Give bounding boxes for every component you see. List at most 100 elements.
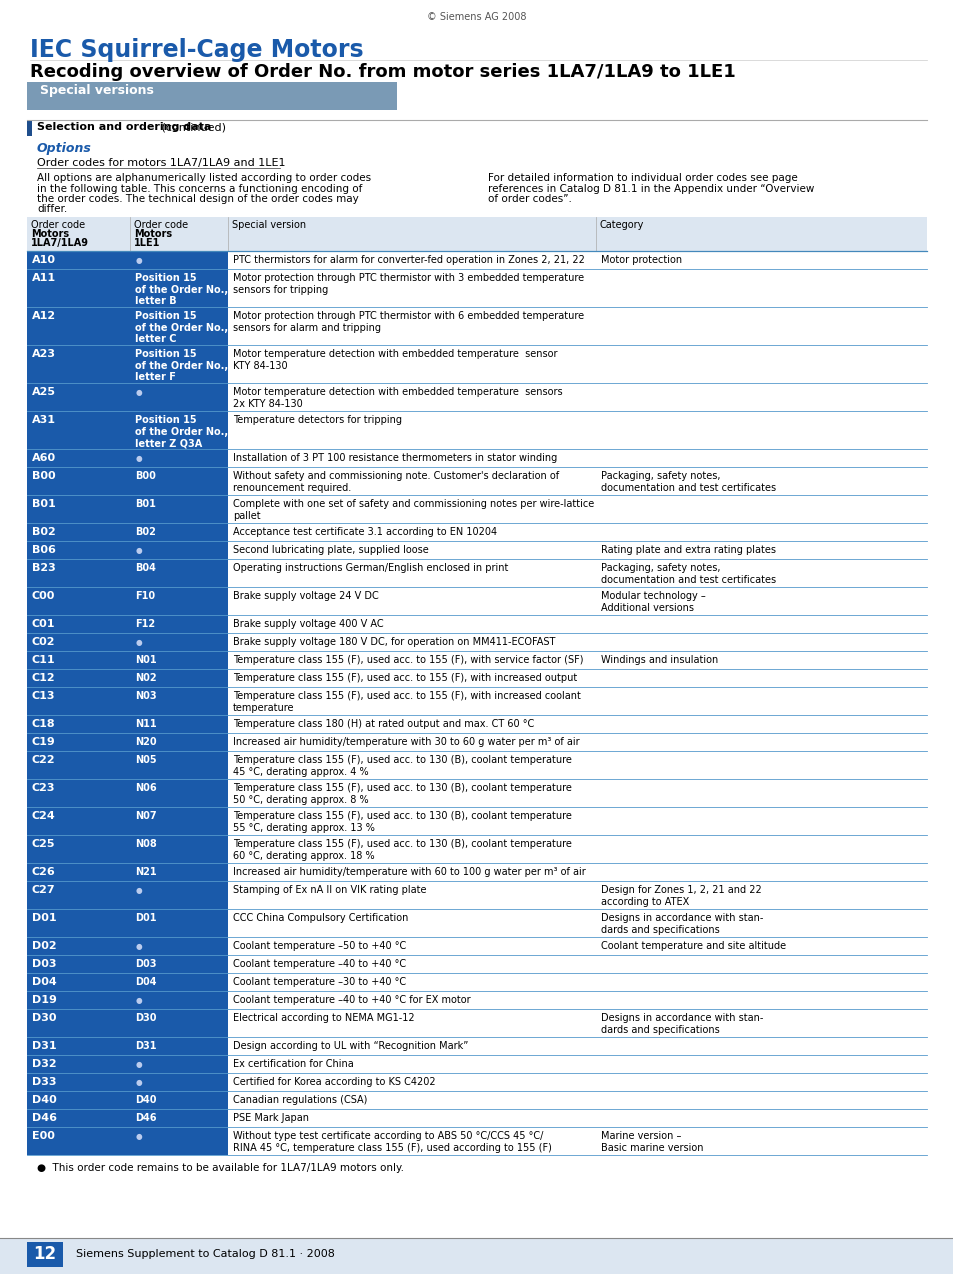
Text: D31: D31 bbox=[135, 1041, 156, 1051]
Bar bbox=[27, 448, 228, 468]
Text: Position 15
of the Order No.,
letter B: Position 15 of the Order No., letter B bbox=[135, 273, 228, 306]
Text: C18: C18 bbox=[32, 719, 55, 729]
Bar bbox=[27, 806, 228, 834]
Text: 1LE1: 1LE1 bbox=[133, 238, 160, 248]
Text: C27: C27 bbox=[32, 885, 55, 896]
Text: Increased air humidity/temperature with 60 to 100 g water per m³ of air: Increased air humidity/temperature with … bbox=[233, 868, 585, 877]
Text: Stamping of Ex nA II on VIK rating plate: Stamping of Ex nA II on VIK rating plate bbox=[233, 885, 426, 896]
Text: Coolant temperature –50 to +40 °C: Coolant temperature –50 to +40 °C bbox=[233, 941, 406, 950]
Text: Coolant temperature –30 to +40 °C: Coolant temperature –30 to +40 °C bbox=[233, 977, 406, 987]
Text: N11: N11 bbox=[135, 719, 156, 729]
Text: Windings and insulation: Windings and insulation bbox=[600, 655, 718, 665]
Text: Ex certification for China: Ex certification for China bbox=[233, 1059, 354, 1069]
Bar bbox=[27, 1009, 228, 1037]
Bar bbox=[27, 559, 228, 587]
Bar bbox=[27, 1073, 228, 1091]
Text: D32: D32 bbox=[32, 1059, 56, 1069]
Text: C23: C23 bbox=[32, 784, 55, 792]
Text: Design for Zones 1, 2, 21 and 22
according to ATEX: Design for Zones 1, 2, 21 and 22 accordi… bbox=[600, 885, 760, 907]
Text: B06: B06 bbox=[32, 545, 56, 555]
Text: of order codes”.: of order codes”. bbox=[488, 194, 571, 204]
Text: ●: ● bbox=[136, 638, 143, 647]
Bar bbox=[27, 973, 228, 991]
Text: ●: ● bbox=[136, 256, 143, 265]
Text: For detailed information to individual order codes see page: For detailed information to individual o… bbox=[488, 173, 797, 183]
Text: IEC Squirrel-Cage Motors: IEC Squirrel-Cage Motors bbox=[30, 38, 363, 62]
Text: Designs in accordance with stan-
dards and specifications: Designs in accordance with stan- dards a… bbox=[600, 1013, 762, 1034]
Text: N21: N21 bbox=[135, 868, 156, 877]
Bar bbox=[27, 82, 396, 110]
Text: Brake supply voltage 180 V DC, for operation on MM411-ECOFAST: Brake supply voltage 180 V DC, for opera… bbox=[233, 637, 555, 647]
Bar bbox=[27, 251, 228, 269]
Text: N08: N08 bbox=[135, 840, 156, 848]
Text: F12: F12 bbox=[135, 619, 155, 629]
Bar bbox=[27, 587, 228, 615]
Bar bbox=[27, 778, 228, 806]
Bar bbox=[27, 834, 228, 862]
Text: D02: D02 bbox=[32, 941, 56, 950]
Text: (continued): (continued) bbox=[158, 122, 226, 132]
Text: ●: ● bbox=[136, 547, 143, 555]
Text: in the following table. This concerns a functioning encoding of: in the following table. This concerns a … bbox=[37, 183, 362, 194]
Bar bbox=[27, 541, 228, 559]
Text: C24: C24 bbox=[32, 812, 55, 820]
Bar bbox=[27, 936, 228, 956]
Text: Coolant temperature –40 to +40 °C: Coolant temperature –40 to +40 °C bbox=[233, 959, 406, 970]
Text: Temperature class 155 (F), used acc. to 130 (B), coolant temperature
50 °C, dera: Temperature class 155 (F), used acc. to … bbox=[233, 784, 571, 805]
Text: D03: D03 bbox=[135, 959, 156, 970]
Bar bbox=[27, 1242, 63, 1268]
Text: B02: B02 bbox=[32, 527, 55, 538]
Text: B00: B00 bbox=[135, 471, 155, 482]
Text: ●: ● bbox=[136, 454, 143, 462]
Text: Installation of 3 PT 100 resistance thermometers in stator winding: Installation of 3 PT 100 resistance ther… bbox=[233, 454, 557, 462]
Bar bbox=[27, 121, 32, 136]
Bar bbox=[27, 217, 926, 251]
Text: © Siemens AG 2008: © Siemens AG 2008 bbox=[427, 11, 526, 22]
Text: Special version: Special version bbox=[232, 220, 306, 231]
Text: the order codes. The technical design of the order codes may: the order codes. The technical design of… bbox=[37, 194, 358, 204]
Text: D04: D04 bbox=[135, 977, 156, 987]
Bar bbox=[27, 715, 228, 733]
Text: Canadian regulations (CSA): Canadian regulations (CSA) bbox=[233, 1094, 367, 1105]
Text: N05: N05 bbox=[135, 755, 156, 764]
Text: C12: C12 bbox=[32, 673, 55, 683]
Text: 1LA7/1LA9: 1LA7/1LA9 bbox=[30, 238, 89, 248]
Text: D01: D01 bbox=[135, 913, 156, 922]
Text: Designs in accordance with stan-
dards and specifications: Designs in accordance with stan- dards a… bbox=[600, 913, 762, 935]
Bar bbox=[27, 615, 228, 633]
Text: Order codes for motors 1LA7/1LA9 and 1LE1: Order codes for motors 1LA7/1LA9 and 1LE… bbox=[37, 158, 285, 168]
Text: C11: C11 bbox=[32, 655, 55, 665]
Text: D03: D03 bbox=[32, 959, 56, 970]
Text: Rating plate and extra rating plates: Rating plate and extra rating plates bbox=[600, 545, 775, 555]
Text: Without safety and commissioning note. Customer's declaration of
renouncement re: Without safety and commissioning note. C… bbox=[233, 471, 558, 493]
Text: Order code: Order code bbox=[133, 220, 188, 231]
Text: Without type test certificate according to ABS 50 °C/CCS 45 °C/
RINA 45 °C, temp: Without type test certificate according … bbox=[233, 1131, 551, 1153]
Text: Motor temperature detection with embedded temperature  sensors
2x KTY 84-130: Motor temperature detection with embedde… bbox=[233, 387, 562, 409]
Text: Position 15
of the Order No.,
letter C: Position 15 of the Order No., letter C bbox=[135, 311, 228, 344]
Text: B23: B23 bbox=[32, 563, 55, 573]
Text: differ.: differ. bbox=[37, 205, 67, 214]
Bar bbox=[27, 687, 228, 715]
Bar bbox=[27, 524, 228, 541]
Text: Electrical according to NEMA MG1-12: Electrical according to NEMA MG1-12 bbox=[233, 1013, 415, 1023]
Text: Coolant temperature and site altitude: Coolant temperature and site altitude bbox=[600, 941, 785, 950]
Bar bbox=[27, 307, 228, 345]
Text: Modular technology –
Additional versions: Modular technology – Additional versions bbox=[600, 591, 705, 613]
Bar bbox=[27, 1055, 228, 1073]
Text: C13: C13 bbox=[32, 691, 55, 701]
Text: Operating instructions German/English enclosed in print: Operating instructions German/English en… bbox=[233, 563, 508, 573]
Text: references in Catalog D 81.1 in the Appendix under “Overview: references in Catalog D 81.1 in the Appe… bbox=[488, 183, 814, 194]
Text: Selection and ordering data: Selection and ordering data bbox=[37, 122, 212, 132]
Text: Temperature detectors for tripping: Temperature detectors for tripping bbox=[233, 415, 401, 426]
Bar bbox=[27, 991, 228, 1009]
Text: Recoding overview of Order No. from motor series 1LA7/1LA9 to 1LE1: Recoding overview of Order No. from moto… bbox=[30, 62, 735, 82]
Text: B01: B01 bbox=[135, 499, 155, 510]
Text: Packaging, safety notes,
documentation and test certificates: Packaging, safety notes, documentation a… bbox=[600, 563, 776, 585]
Bar bbox=[27, 496, 228, 524]
Text: PSE Mark Japan: PSE Mark Japan bbox=[233, 1113, 309, 1122]
Bar bbox=[27, 910, 228, 936]
Text: Coolant temperature –40 to +40 °C for EX motor: Coolant temperature –40 to +40 °C for EX… bbox=[233, 995, 470, 1005]
Text: C26: C26 bbox=[32, 868, 55, 877]
Text: A25: A25 bbox=[32, 387, 56, 397]
Text: B02: B02 bbox=[135, 527, 155, 538]
